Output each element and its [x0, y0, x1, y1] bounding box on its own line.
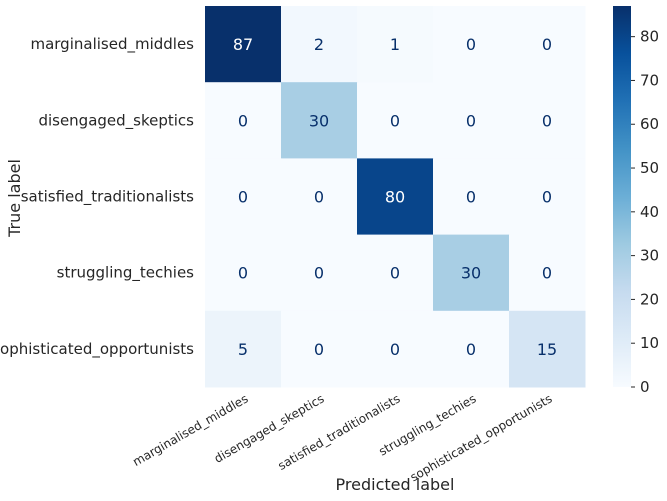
cell-value-label: 1	[390, 35, 400, 54]
cell-value-label: 0	[542, 35, 552, 54]
cell-value-labels: 87 2 1 0 0 0 30 0 0 0 0 0 80 0 0 0 0 0 30 0 5 0 0 0 15	[233, 35, 557, 359]
colorbar-ticks: 0 10 20 30 40 50 60 70 80	[631, 28, 659, 396]
cell-value-label: 87	[233, 35, 253, 54]
colorbar-tick-label: 70	[640, 71, 659, 89]
cell-value-label: 0	[314, 264, 324, 283]
heatmap-cell	[281, 310, 358, 388]
y-axis-label: True label	[5, 159, 24, 238]
colorbar-tick-label: 40	[640, 203, 659, 221]
heatmap-cell	[509, 6, 586, 83]
x-tick-label: sophisticated_opportunists	[408, 391, 555, 484]
cell-value-label: 0	[314, 340, 324, 359]
heatmap-cell	[509, 234, 586, 312]
cell-value-label: 0	[390, 111, 400, 130]
heatmap-cell	[281, 234, 358, 312]
heatmap-cell	[433, 310, 510, 388]
heatmap-cell	[281, 6, 358, 83]
y-tick-label: satisfied_traditionalists	[21, 188, 194, 207]
heatmap-cell	[205, 310, 282, 388]
heatmap-cell	[433, 6, 510, 83]
heatmap-cell	[357, 310, 434, 388]
y-tick-label: sophisticated_opportunists	[0, 340, 194, 359]
cell-value-label: 0	[238, 188, 248, 207]
cell-value-label: 0	[238, 264, 248, 283]
y-tick-label: disengaged_skeptics	[38, 111, 194, 130]
colorbar-tick-label: 80	[640, 28, 659, 46]
cell-value-label: 0	[238, 111, 248, 130]
colorbar-tick-label: 20	[640, 290, 659, 308]
cell-value-label: 0	[542, 188, 552, 207]
cell-value-label: 0	[542, 264, 552, 283]
cell-value-label: 0	[466, 340, 476, 359]
colorbar	[613, 6, 631, 387]
cell-value-label: 0	[466, 35, 476, 54]
heatmap-cell	[281, 158, 358, 236]
x-tick-label: satisfied_traditionalists	[275, 391, 402, 472]
heatmap-cell	[205, 158, 282, 236]
heatmap-cell	[509, 310, 586, 388]
colorbar-tick-label: 0	[640, 378, 650, 396]
cell-value-label: 80	[385, 188, 405, 207]
cell-value-label: 0	[542, 111, 552, 130]
heatmap-cell	[509, 158, 586, 236]
y-tick-labels: marginalised_middles disengaged_skepticss…	[0, 35, 194, 359]
cell-value-label: 2	[314, 35, 324, 54]
heatmap-cell	[433, 82, 510, 159]
colorbar-tick-label: 10	[640, 334, 659, 352]
x-axis-label: Predicted label	[336, 475, 455, 494]
heatmap-cell	[357, 6, 434, 83]
cell-value-label: 15	[537, 340, 557, 359]
heatmap-cell	[509, 82, 586, 159]
heatmap-cell	[357, 158, 434, 236]
heatmap-cell	[205, 234, 282, 312]
y-tick-label: struggling_techies	[57, 264, 195, 283]
x-tick-labels: marginalised_middlesdisengaged_skepticss…	[130, 391, 554, 484]
heatmap-cell	[433, 158, 510, 236]
heatmap-cell	[433, 234, 510, 312]
cell-value-label: 0	[314, 188, 324, 207]
cell-value-label: 30	[461, 264, 481, 283]
colorbar-tick-label: 30	[640, 247, 659, 265]
colorbar-tick-label: 50	[640, 159, 659, 177]
cell-value-label: 0	[390, 264, 400, 283]
cell-value-label: 0	[466, 111, 476, 130]
heatmap-cell	[281, 82, 358, 159]
heatmap-cell	[357, 234, 434, 312]
colorbar-tick-label: 60	[640, 115, 659, 133]
heatmap-cell	[357, 82, 434, 159]
cell-value-label: 30	[309, 111, 329, 130]
heatmap-cells	[205, 6, 586, 388]
cell-value-label: 0	[466, 188, 476, 207]
cell-value-label: 0	[390, 340, 400, 359]
y-tick-label: marginalised_middles	[30, 35, 194, 54]
heatmap-cell	[205, 6, 282, 83]
heatmap-cell	[205, 82, 282, 159]
cell-value-label: 5	[238, 340, 248, 359]
